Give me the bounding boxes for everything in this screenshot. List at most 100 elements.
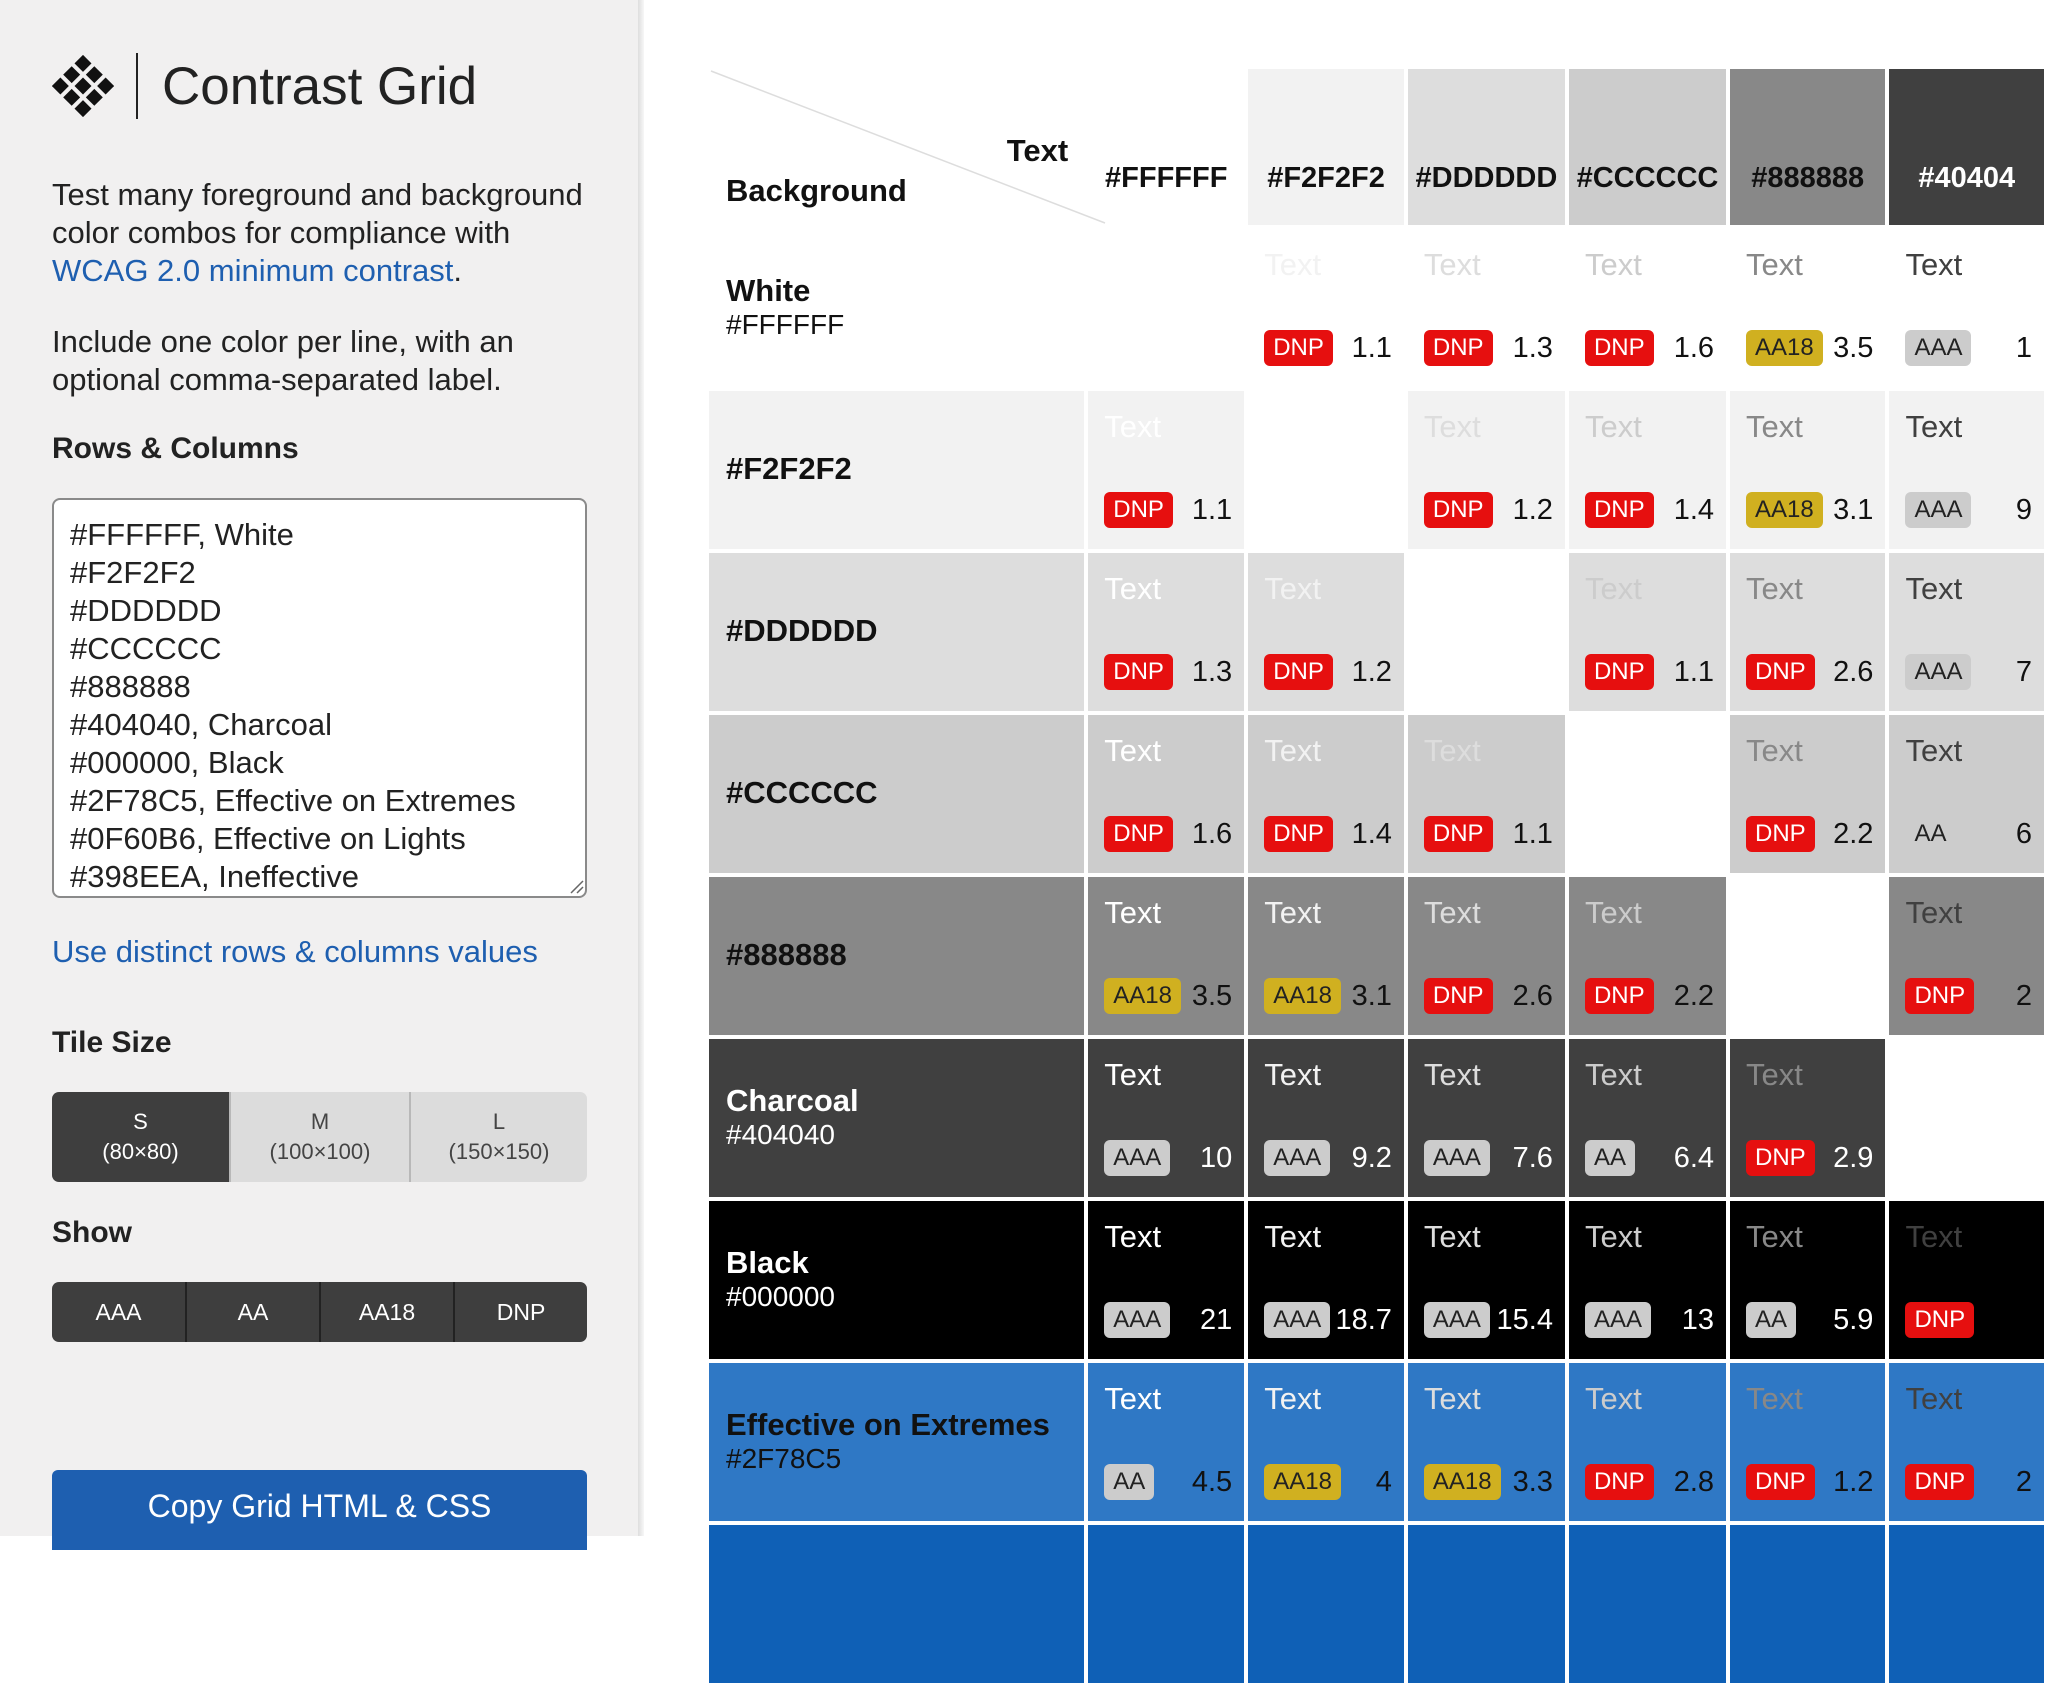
compliance-badge: DNP bbox=[1104, 654, 1173, 690]
contrast-cell: Text AAA 7.6 bbox=[1407, 1039, 1565, 1197]
contrast-ratio: 21 bbox=[1199, 1304, 1233, 1336]
contrast-cell: Text AA18 3.5 bbox=[1088, 877, 1245, 1035]
sample-text: Text bbox=[1746, 571, 1803, 606]
intro-line: color combos for compliance with bbox=[52, 215, 511, 250]
contrast-cell: Text DNP 2.2 bbox=[1730, 715, 1886, 873]
distinct-values-link[interactable]: Use distinct rows & columns values bbox=[52, 934, 538, 969]
compliance-badge: DNP bbox=[1584, 1464, 1654, 1500]
contrast-ratio: 1.6 bbox=[1673, 332, 1715, 364]
grid-body: White #FFFFFF Text DNP 1.1 Text DNP 1.3 Text DNP 1… bbox=[709, 229, 2044, 1683]
compliance-badge: DNP bbox=[1423, 816, 1493, 852]
contrast-cell: Text AA 4.5 bbox=[1088, 1363, 1245, 1521]
contrast-cell: Text DNP 1.6 bbox=[1088, 715, 1245, 873]
contrast-cell: Text DNP 1.6 bbox=[1568, 229, 1727, 387]
column-header-label: #DDDDDD bbox=[1415, 161, 1558, 194]
contrast-cell: Text DNP bbox=[1889, 1201, 2044, 1359]
row-header-label: #888888 bbox=[726, 937, 847, 972]
contrast-cell: Text DNP 1.1 bbox=[1248, 229, 1404, 387]
row-header: Black #000000 bbox=[709, 1201, 1085, 1359]
contrast-cell: Text AA 6.4 bbox=[1568, 1039, 1727, 1197]
compliance-badge: AA18 bbox=[1264, 978, 1341, 1014]
compliance-badge: AA18 bbox=[1104, 978, 1181, 1014]
row-header-label: #F2F2F2 bbox=[726, 451, 852, 486]
compliance-badge: DNP bbox=[1905, 978, 1975, 1014]
copy-grid-button[interactable]: Copy Grid HTML & CSS bbox=[52, 1470, 587, 1550]
column-header-label: #888888 bbox=[1751, 161, 1865, 194]
tile-size-label: Tile Size bbox=[52, 1026, 172, 1059]
contrast-ratio: 2 bbox=[2015, 1466, 2032, 1498]
column-header: #888888 bbox=[1730, 69, 1886, 225]
tile-size-m-button[interactable]: M (100×100) bbox=[229, 1092, 409, 1182]
colors-textarea[interactable] bbox=[52, 498, 587, 898]
show-aaa-toggle[interactable]: AAA bbox=[52, 1282, 185, 1342]
contrast-ratio: 1.3 bbox=[1512, 332, 1553, 364]
row-header-label: Effective on Extremes bbox=[726, 1407, 1050, 1442]
intro-line: Test many foreground and background bbox=[52, 177, 583, 212]
contrast-cell: Text DNP 2.6 bbox=[1407, 877, 1565, 1035]
contrast-cell bbox=[1730, 1525, 1886, 1683]
column-header: #CCCCCC bbox=[1568, 69, 1727, 225]
wcag-link[interactable]: WCAG 2.0 minimum contrast bbox=[52, 253, 454, 288]
compliance-badge: AAA bbox=[1905, 492, 1972, 528]
contrast-cell: Text AA18 3.1 bbox=[1248, 877, 1404, 1035]
contrast-ratio: 3.1 bbox=[1833, 494, 1874, 526]
sample-text: Text bbox=[1264, 1057, 1322, 1092]
sample-text: Text bbox=[1905, 1381, 1963, 1416]
grid-row: #888888 Text AA18 3.5 Text AA18 3.1 Text DNP 2.6 T… bbox=[709, 877, 2044, 1035]
tile-size-l-button[interactable]: L (150×150) bbox=[409, 1092, 587, 1182]
sample-text: Text bbox=[1746, 1057, 1803, 1092]
compliance-badge: AAA bbox=[1264, 1302, 1331, 1338]
contrast-ratio: 3.5 bbox=[1833, 332, 1874, 364]
contrast-cell bbox=[1088, 1525, 1245, 1683]
sample-text: Text bbox=[1746, 1381, 1803, 1416]
sample-text: Text bbox=[1104, 1057, 1162, 1092]
sample-text: Text bbox=[1264, 733, 1322, 768]
compliance-badge: AAA bbox=[1905, 330, 1972, 366]
show-aa-toggle[interactable]: AA bbox=[185, 1282, 319, 1342]
contrast-cell: Text DNP 2.6 bbox=[1730, 553, 1886, 711]
contrast-ratio: 6 bbox=[2015, 818, 2032, 850]
compliance-badge: DNP bbox=[1264, 330, 1333, 366]
compliance-badge: AAA bbox=[1104, 1302, 1171, 1338]
compliance-badge: AAA bbox=[1584, 1302, 1651, 1338]
sample-text: Text bbox=[1423, 247, 1481, 282]
compliance-badge: AA18 bbox=[1746, 330, 1823, 366]
compliance-badge: DNP bbox=[1905, 1464, 1975, 1500]
contrast-ratio: 15.4 bbox=[1496, 1304, 1553, 1336]
tile-size-s-button[interactable]: S (80×80) bbox=[52, 1092, 229, 1182]
column-header-label: #40404 bbox=[1918, 161, 2016, 194]
contrast-cell bbox=[1248, 1525, 1404, 1683]
show-aa18-toggle[interactable]: AA18 bbox=[319, 1282, 453, 1342]
contrast-cell: Text DNP 2 bbox=[1889, 1363, 2044, 1521]
row-header-label: White bbox=[726, 273, 811, 308]
intro-period: . bbox=[453, 253, 462, 288]
sample-text: Text bbox=[1584, 1219, 1642, 1254]
sample-text: Text bbox=[1423, 1219, 1481, 1254]
sample-text: Text bbox=[1423, 895, 1481, 930]
sample-text: Text bbox=[1423, 733, 1481, 768]
contrast-cell: Text AAA 10 bbox=[1088, 1039, 1245, 1197]
contrast-cell bbox=[1568, 1525, 1727, 1683]
compliance-badge: DNP bbox=[1905, 1302, 1975, 1338]
sample-text: Text bbox=[1746, 247, 1803, 282]
compliance-badge: AA bbox=[1905, 816, 1956, 852]
contrast-cell: Text DNP 2.8 bbox=[1568, 1363, 1727, 1521]
sample-text: Text bbox=[1104, 895, 1162, 930]
contrast-cell: Text AA18 3.3 bbox=[1407, 1363, 1565, 1521]
compliance-badge: DNP bbox=[1746, 816, 1815, 852]
contrast-ratio: 2.9 bbox=[1833, 1142, 1874, 1174]
row-header: #CCCCCC bbox=[709, 715, 1085, 873]
sample-text: Text bbox=[1746, 1219, 1803, 1254]
sample-text: Text bbox=[1584, 571, 1642, 606]
contrast-cell bbox=[1407, 1525, 1565, 1683]
resize-grip-icon[interactable] bbox=[568, 878, 584, 894]
row-header-hex: #FFFFFF bbox=[726, 309, 845, 340]
compliance-badge: AA bbox=[1584, 1140, 1635, 1176]
row-header-label: Black bbox=[726, 1245, 809, 1280]
show-dnp-toggle[interactable]: DNP bbox=[453, 1282, 587, 1342]
contrast-cell: Text DNP 1.2 bbox=[1407, 391, 1565, 549]
grid-row: Effective on Extremes #2F78C5 Text AA 4.5 Tex… bbox=[709, 1363, 2044, 1521]
compliance-badge: AA18 bbox=[1423, 1464, 1501, 1500]
contrast-ratio: 5.9 bbox=[1833, 1304, 1874, 1336]
compliance-badge: DNP bbox=[1584, 654, 1654, 690]
